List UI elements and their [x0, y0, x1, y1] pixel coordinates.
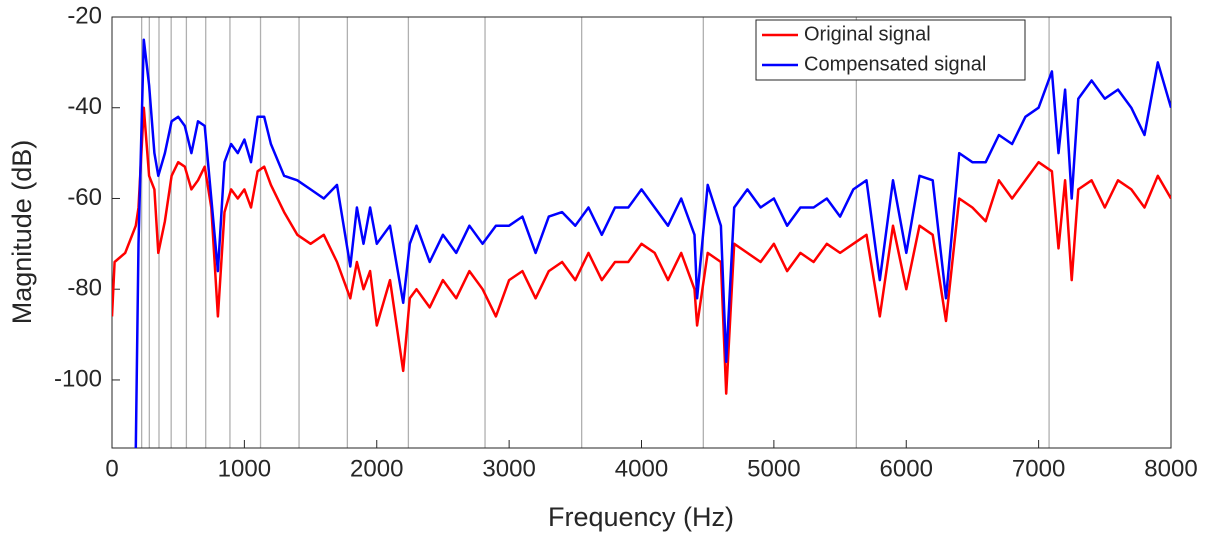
- legend-label: Compensated signal: [804, 53, 986, 75]
- plot-frame: [111, 16, 1172, 449]
- x-tick-label: 0: [105, 455, 118, 482]
- x-tick-label: 1000: [218, 455, 271, 482]
- x-tick-label: 8000: [1144, 455, 1197, 482]
- x-tick-label: 6000: [880, 455, 933, 482]
- x-tick-label: 4000: [615, 455, 668, 482]
- x-tick-label: 3000: [482, 455, 535, 482]
- y-tick-label: -80: [67, 275, 102, 302]
- x-tick-label: 5000: [747, 455, 800, 482]
- series-line: [112, 106, 1171, 395]
- x-axis-label: Frequency (Hz): [548, 502, 734, 532]
- series-line: [134, 38, 1171, 448]
- y-tick-label: -60: [67, 184, 102, 211]
- x-tick-label: 7000: [1012, 455, 1065, 482]
- y-axis-label: Magnitude (dB): [7, 140, 37, 325]
- plot-area: [112, 38, 1171, 448]
- y-tick-label: -100: [54, 365, 102, 392]
- x-tick-label: 2000: [350, 455, 403, 482]
- y-tick-label: -40: [67, 93, 102, 120]
- y-tick-label: -20: [67, 2, 102, 29]
- legend-box: [755, 19, 1026, 81]
- legend-label: Original signal: [804, 23, 931, 45]
